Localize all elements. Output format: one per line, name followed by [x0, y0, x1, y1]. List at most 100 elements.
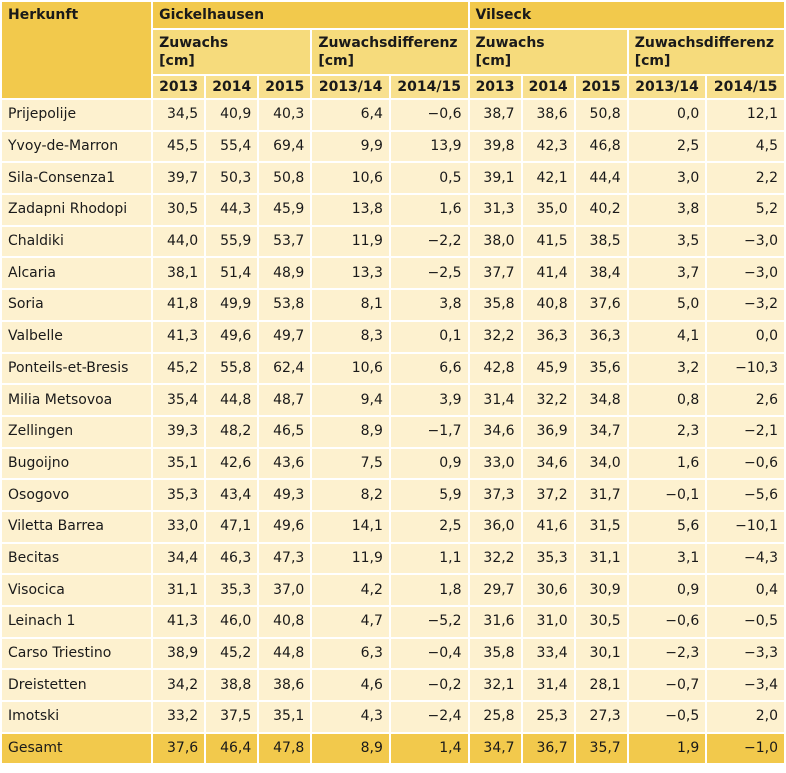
site-header: Gickelhausen [153, 2, 468, 28]
period-header: 2013/14 [312, 76, 389, 98]
table-row: Zellingen 39,3 48,2 46,5 8,9 −1,7 34,6 36,9 34,7… [2, 416, 784, 447]
origin-name: Sila-Consenza1 [2, 163, 152, 194]
value-cell: −0,1 [628, 480, 706, 510]
value-cell: 5,2 [707, 195, 784, 225]
value-cell: −10,1 [707, 511, 784, 542]
origin-name: Leinach 1 [2, 607, 152, 637]
value-cell: 49,7 [259, 321, 311, 352]
period-header: 2013/14 [628, 76, 706, 98]
value-cell: 13,3 [312, 258, 389, 289]
origin-name: Zellingen [2, 416, 152, 447]
value-cell: 13,9 [390, 131, 468, 162]
value-cell: 25,8 [469, 702, 521, 732]
value-cell: 44,8 [206, 385, 258, 415]
value-cell: 44,8 [259, 638, 311, 669]
value-cell: 0,0 [707, 321, 784, 352]
table-row: Alcaria 38,1 51,4 48,9 13,3 −2,5 37,7 41,4 38,4 3… [2, 258, 784, 289]
value-cell: 40,8 [259, 607, 311, 637]
value-cell: 33,4 [522, 638, 574, 669]
value-cell: 3,8 [390, 290, 468, 320]
value-cell: 47,1 [206, 511, 258, 542]
value-cell: 31,7 [575, 480, 627, 510]
value-cell: 9,9 [312, 131, 389, 162]
value-cell: −2,1 [707, 416, 784, 447]
zuwachsdifferenz-header: Zuwachsdifferenz [cm] [312, 30, 468, 74]
value-cell: 35,3 [153, 480, 205, 510]
value-cell: 37,7 [469, 258, 521, 289]
value-cell: 48,2 [206, 416, 258, 447]
origin-name: Valbelle [2, 321, 152, 352]
header-row-years: 2013 2014 2015 2013/14 2014/15 2013 2014 2015 20… [2, 76, 784, 98]
value-cell: −2,3 [628, 638, 706, 669]
value-cell: 1,6 [628, 448, 706, 479]
value-cell: 0,9 [628, 575, 706, 605]
value-cell: 32,1 [469, 670, 521, 701]
total-value-cell: 1,4 [390, 733, 468, 764]
value-cell: 38,1 [153, 258, 205, 289]
value-cell: 31,1 [575, 543, 627, 574]
value-cell: 38,9 [153, 638, 205, 669]
value-cell: 40,3 [259, 100, 311, 130]
value-cell: 40,9 [206, 100, 258, 130]
table-row: Becitas 34,4 46,3 47,3 11,9 1,1 32,2 35,3 31,1 3,… [2, 543, 784, 574]
value-cell: 36,9 [522, 416, 574, 447]
value-cell: 25,3 [522, 702, 574, 732]
value-cell: 1,1 [390, 543, 468, 574]
origin-name: Ponteils-et-Bresis [2, 353, 152, 384]
origin-name: Yvoy-de-Marron [2, 131, 152, 162]
value-cell: 35,8 [469, 638, 521, 669]
origin-name: Milia Metsovoa [2, 385, 152, 415]
table-row: Viletta Barrea 33,0 47,1 49,6 14,1 2,5 36,0 41,… [2, 511, 784, 542]
value-cell: 2,5 [628, 131, 706, 162]
value-cell: 0,9 [390, 448, 468, 479]
value-cell: 0,4 [707, 575, 784, 605]
value-cell: 39,3 [153, 416, 205, 447]
value-cell: 41,5 [522, 226, 574, 257]
total-value-cell: 8,9 [312, 733, 389, 764]
value-cell: 39,1 [469, 163, 521, 194]
value-cell: 3,0 [628, 163, 706, 194]
value-cell: 3,2 [628, 353, 706, 384]
value-cell: 8,3 [312, 321, 389, 352]
value-cell: −1,7 [390, 416, 468, 447]
value-cell: 2,0 [707, 702, 784, 732]
value-cell: 53,7 [259, 226, 311, 257]
origin-name: Bugoijno [2, 448, 152, 479]
period-header: 2014/15 [390, 76, 468, 98]
value-cell: 35,6 [575, 353, 627, 384]
value-cell: 50,8 [575, 100, 627, 130]
value-cell: 3,7 [628, 258, 706, 289]
value-cell: 39,7 [153, 163, 205, 194]
origin-name: Viletta Barrea [2, 511, 152, 542]
value-cell: 41,3 [153, 607, 205, 637]
value-cell: 34,5 [153, 100, 205, 130]
value-cell: 44,0 [153, 226, 205, 257]
value-cell: −0,6 [390, 100, 468, 130]
zuwachs-header: Zuwachs [cm] [469, 30, 627, 74]
value-cell: 35,3 [206, 575, 258, 605]
value-cell: 40,8 [522, 290, 574, 320]
value-cell: 8,1 [312, 290, 389, 320]
value-cell: 34,6 [522, 448, 574, 479]
value-cell: 38,0 [469, 226, 521, 257]
value-cell: 46,5 [259, 416, 311, 447]
value-cell: 29,7 [469, 575, 521, 605]
value-cell: 34,0 [575, 448, 627, 479]
value-cell: 14,1 [312, 511, 389, 542]
value-cell: 33,0 [469, 448, 521, 479]
value-cell: 0,5 [390, 163, 468, 194]
value-cell: 0,1 [390, 321, 468, 352]
table-row: Milia Metsovoa 35,4 44,8 48,7 9,4 3,9 31,4 32,2… [2, 385, 784, 415]
value-cell: 31,4 [522, 670, 574, 701]
value-cell: 35,8 [469, 290, 521, 320]
header-row-groups: Zuwachs [cm] Zuwachsdifferenz [cm] Zuwachs… [2, 30, 784, 74]
value-cell: 41,3 [153, 321, 205, 352]
value-cell: 11,9 [312, 226, 389, 257]
zuwachs-header: Zuwachs [cm] [153, 30, 311, 74]
value-cell: 4,1 [628, 321, 706, 352]
value-cell: 38,5 [575, 226, 627, 257]
value-cell: 34,2 [153, 670, 205, 701]
total-row: Gesamt 37,6 46,4 47,8 8,9 1,4 34,7 36,7 35,7 1,9−… [2, 733, 784, 764]
table-row: Valbelle 41,3 49,6 49,7 8,3 0,1 32,2 36,3 36,3 4,… [2, 321, 784, 352]
table-row: Zadapni Rhodopi 30,5 44,3 45,9 13,8 1,6 31,3 35… [2, 195, 784, 225]
